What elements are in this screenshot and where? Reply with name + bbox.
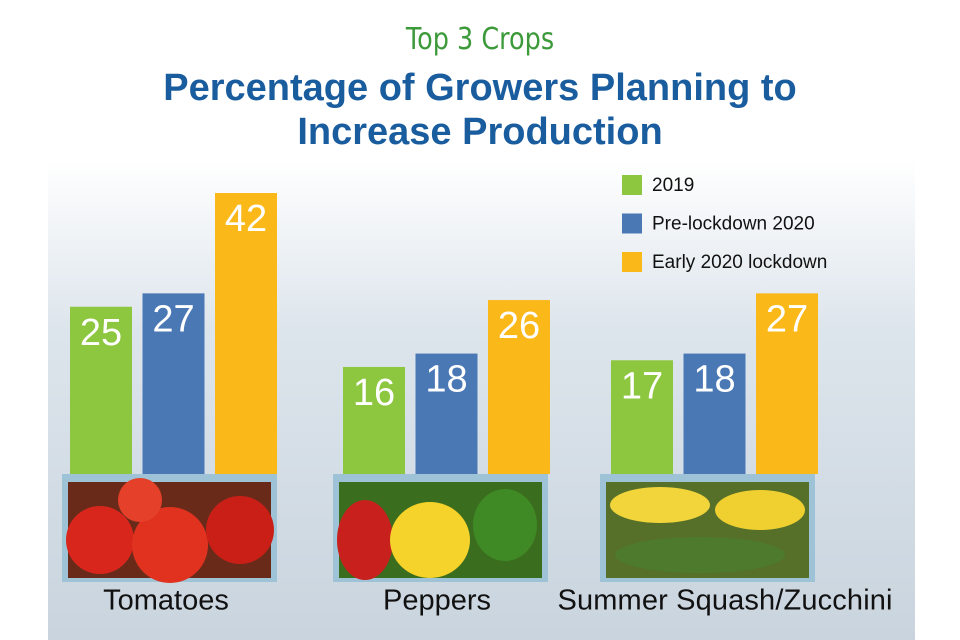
pepper — [337, 500, 393, 580]
tomato — [206, 496, 274, 564]
bar — [415, 353, 478, 474]
bar — [70, 306, 132, 474]
x-tick-label: Peppers — [383, 585, 491, 617]
value-label: 18 — [425, 359, 467, 401]
legend-swatch — [622, 213, 642, 234]
x-tick-label: Tomatoes — [103, 585, 229, 617]
legend-label: Early 2020 lockdown — [652, 252, 827, 273]
zucchini — [615, 537, 785, 573]
pepper — [390, 502, 470, 578]
tomato — [132, 507, 208, 583]
pepper — [473, 489, 537, 561]
photos — [62, 474, 815, 583]
squash — [715, 490, 805, 530]
value-label: 16 — [353, 372, 395, 414]
legend-label: 2019 — [652, 175, 694, 196]
bar — [215, 193, 277, 474]
value-label: 26 — [498, 305, 540, 347]
value-label: 27 — [766, 298, 808, 340]
value-label: 17 — [621, 365, 663, 407]
bar — [142, 293, 205, 474]
legend-swatch — [622, 175, 642, 195]
value-label: 18 — [693, 359, 735, 401]
value-label: 42 — [225, 198, 267, 240]
bar — [611, 360, 673, 474]
tomato — [118, 478, 162, 522]
tomato — [66, 506, 134, 574]
squash — [610, 487, 710, 523]
bar — [683, 353, 746, 474]
bar — [756, 293, 818, 474]
legend-label: Pre-lockdown 2020 — [652, 214, 815, 235]
chart-subtitle: Top 3 Crops — [405, 22, 555, 57]
bar — [343, 366, 405, 474]
chart-title: Percentage of Growers Planning to Increa… — [163, 67, 797, 153]
x-tick-label: Summer Squash/Zucchini — [558, 585, 893, 617]
bar — [488, 300, 550, 474]
value-label: 25 — [80, 312, 122, 354]
legend-swatch — [622, 252, 642, 272]
value-label: 27 — [152, 298, 194, 340]
